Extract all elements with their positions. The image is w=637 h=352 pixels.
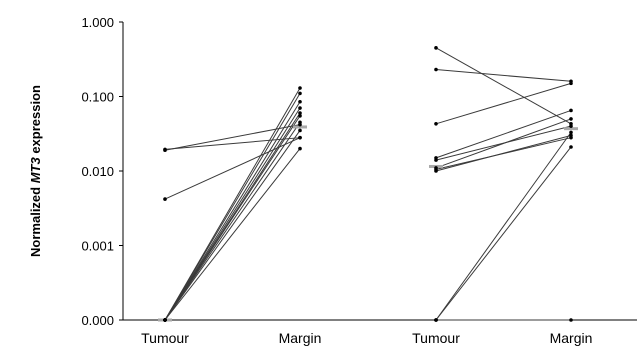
margin-point — [569, 124, 573, 128]
pair-line — [435, 109, 572, 159]
x-category-label: Margin — [279, 330, 322, 346]
tumour-point — [163, 318, 167, 322]
series-lines — [164, 47, 572, 321]
pair-line — [164, 148, 301, 321]
y-ticks: 1.000 0.100 0.010 0.001 0.000 — [81, 15, 123, 328]
margin-point — [298, 114, 302, 118]
pair-line — [164, 115, 301, 321]
y-tick-label: 0.001 — [81, 239, 114, 254]
y-axis-title: Normalized MT3 expression — [28, 85, 43, 257]
margin-point — [298, 91, 302, 96]
margin-point — [569, 145, 573, 149]
tumour-point — [434, 122, 438, 126]
x-category-label: Tumour — [412, 330, 460, 346]
pair-line — [435, 146, 572, 321]
pair-line — [435, 82, 572, 125]
pair-line — [164, 137, 301, 150]
pair-line — [164, 122, 301, 321]
pair-line — [164, 93, 301, 321]
margin-point — [298, 86, 302, 90]
margin-point — [298, 99, 302, 104]
x-category-label: Margin — [550, 330, 593, 346]
margin-point — [298, 128, 302, 133]
x-category-labels: Tumour Margin Tumour Margin — [141, 330, 592, 346]
tumour-point — [434, 67, 438, 72]
y-tick-label: 0.100 — [81, 90, 114, 105]
margin-point — [569, 117, 573, 121]
tumour-point — [434, 158, 438, 162]
tumour-point — [434, 318, 438, 322]
tumour-point — [163, 197, 167, 201]
tumour-point — [163, 147, 167, 152]
pair-line — [164, 130, 301, 321]
pair-line — [164, 101, 301, 321]
x-category-label: Tumour — [141, 330, 189, 346]
margin-point — [298, 146, 302, 151]
pair-line — [435, 137, 572, 170]
margin-point — [569, 130, 573, 135]
pair-line — [164, 124, 301, 151]
margin-point — [298, 111, 302, 115]
pair-line — [435, 69, 572, 82]
y-tick-label: 0.010 — [81, 164, 114, 179]
tumour-point — [434, 167, 438, 172]
margin-point — [298, 120, 302, 125]
pair-line — [435, 47, 572, 125]
margin-point — [298, 106, 302, 110]
y-tick-label: 1.000 — [81, 15, 114, 30]
margin-point — [569, 108, 573, 113]
tumour-point — [434, 46, 438, 50]
y-tick-label: 0.000 — [81, 313, 114, 328]
pair-line — [435, 132, 572, 321]
margin-point — [298, 135, 302, 140]
pair-line — [435, 118, 572, 169]
margin-point — [569, 318, 573, 322]
data-points — [163, 46, 573, 322]
margin-point — [569, 81, 573, 86]
margin-point — [569, 135, 573, 140]
